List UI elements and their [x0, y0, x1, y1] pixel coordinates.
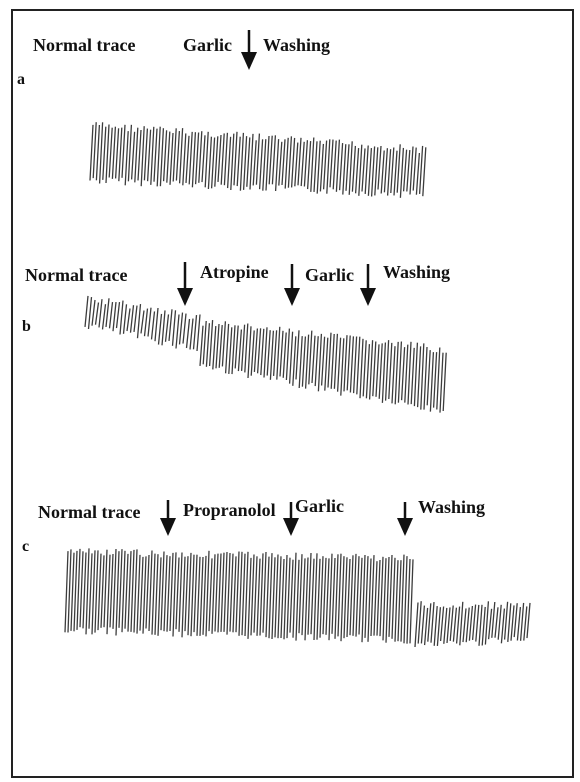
arrow — [283, 502, 299, 536]
arrow — [397, 502, 413, 536]
trace — [89, 122, 427, 198]
label: Propranolol — [183, 500, 276, 520]
traces — [64, 122, 531, 648]
label: Normal trace — [38, 502, 140, 522]
panel-letter: a — [17, 71, 25, 88]
trace — [84, 295, 201, 352]
label: Garlic — [295, 496, 344, 516]
arrow — [360, 264, 376, 306]
arrow — [241, 30, 257, 70]
label: Normal trace — [33, 35, 135, 55]
label: Washing — [383, 262, 450, 282]
trace — [64, 548, 414, 644]
arrow — [177, 262, 193, 306]
label: Garlic — [183, 35, 232, 55]
panel-letter: c — [22, 538, 29, 555]
trace — [414, 601, 531, 648]
arrow — [284, 264, 300, 306]
panel-letter: b — [22, 318, 31, 335]
trace — [199, 320, 447, 413]
arrow — [160, 500, 176, 536]
label: Garlic — [305, 265, 354, 285]
label: Washing — [418, 497, 485, 517]
label: Atropine — [200, 262, 269, 282]
label: Washing — [263, 35, 330, 55]
label: Normal trace — [25, 265, 127, 285]
